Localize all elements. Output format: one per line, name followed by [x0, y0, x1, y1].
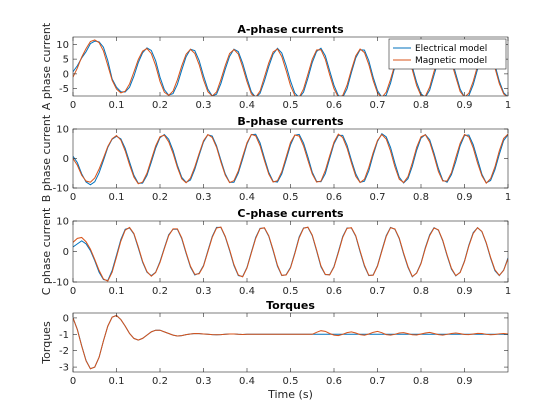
y-axis-label: A phase current — [40, 22, 53, 110]
x-tick-label: 0.7 — [370, 100, 386, 111]
chart-title: B-phase currents — [237, 115, 344, 128]
x-tick-label: 1 — [505, 100, 511, 111]
x-tick-label: 0 — [70, 100, 76, 111]
y-axis-label: Torques — [40, 321, 53, 365]
x-tick-label: 0.9 — [457, 286, 473, 297]
x-tick-label: 0.6 — [326, 376, 342, 387]
x-tick-label: 0.5 — [283, 192, 299, 203]
x-tick-label: 0.5 — [283, 100, 299, 111]
chart-title: Torques — [266, 299, 315, 312]
x-tick-label: 0.4 — [239, 286, 255, 297]
x-tick-label: 0.1 — [109, 376, 125, 387]
chart-panel-3: 0 0.1 0.2 0.3 0.4 0.5 0.6 0.7 0.8 0.9 1-10010C-pha… — [40, 207, 511, 297]
x-tick-label: 0.8 — [413, 376, 429, 387]
x-tick-label: 0.7 — [370, 286, 386, 297]
x-tick-label: 0.3 — [196, 192, 212, 203]
y-axis-label: B phase current — [40, 114, 53, 202]
x-tick-label: 1 — [505, 286, 511, 297]
x-tick-label: 0.6 — [326, 192, 342, 203]
x-tick-label: 0.2 — [152, 376, 168, 387]
x-tick-label: 0.9 — [457, 100, 473, 111]
legend-box — [388, 38, 507, 70]
legend-label: Magnetic model — [415, 56, 487, 66]
x-tick-label: 0.2 — [152, 192, 168, 203]
y-tick-label: -3 — [59, 363, 69, 374]
x-axis-label: Time (s) — [267, 388, 313, 401]
series-line-1 — [73, 133, 508, 186]
x-tick-label: 0.5 — [283, 286, 299, 297]
x-tick-label: 0.8 — [413, 192, 429, 203]
y-tick-label: -10 — [53, 184, 69, 195]
y-axis-label: C phase current — [40, 207, 53, 295]
x-tick-label: 0.5 — [283, 376, 299, 387]
x-tick-label: 0 — [70, 286, 76, 297]
y-tick-label: 0 — [63, 247, 69, 258]
x-tick-label: 0.6 — [326, 286, 342, 297]
series-line-2 — [73, 133, 508, 185]
series-line-2 — [73, 314, 508, 370]
x-tick-label: 0.8 — [413, 100, 429, 111]
x-tick-label: 0 — [70, 376, 76, 387]
legend: Electrical model Magnetic model — [388, 38, 507, 70]
y-tick-label: 5 — [63, 55, 69, 66]
y-tick-label: 10 — [56, 217, 69, 228]
x-tick-label: 0.4 — [239, 376, 255, 387]
x-tick-label: 0.7 — [370, 376, 386, 387]
y-tick-label: -10 — [53, 278, 69, 289]
y-tick-label: 0 — [63, 313, 69, 324]
y-tick-label: 0 — [63, 154, 69, 165]
x-tick-label: 0.8 — [413, 286, 429, 297]
x-tick-label: 0.3 — [196, 286, 212, 297]
series-line-2 — [73, 226, 508, 282]
chart-panel-4: 0 0.1 0.2 0.3 0.4 0.5 0.6 0.7 0.8 0.9 -3 -2 -1 0 Torqu… — [40, 299, 509, 401]
x-tick-label: 0.2 — [152, 286, 168, 297]
y-tick-label: -5 — [59, 84, 69, 95]
y-tick-label: 10 — [56, 125, 69, 136]
chart-panel-2: 0 0.1 0.2 0.3 0.4 0.5 0.6 0.7 0.8 0.9 1-10010B-pha… — [40, 114, 511, 203]
legend-label: Electrical model — [415, 44, 487, 54]
x-tick-label: 0.2 — [152, 100, 168, 111]
x-tick-label: 0.1 — [109, 286, 125, 297]
x-tick-label: 0.1 — [109, 192, 125, 203]
plot-area — [73, 313, 508, 372]
x-tick-label: 0.1 — [109, 100, 125, 111]
x-tick-label: 0 — [70, 192, 76, 203]
x-tick-label: 0.9 — [457, 192, 473, 203]
x-tick-label: 1 — [505, 192, 511, 203]
x-tick-label: 0.9 — [457, 376, 473, 387]
x-tick-label: 0.6 — [326, 100, 342, 111]
x-tick-label: 0.3 — [196, 100, 212, 111]
y-tick-label: 0 — [63, 69, 69, 80]
x-tick-label: 0.4 — [239, 100, 255, 111]
plot-area — [73, 221, 508, 282]
x-tick-label: 0.4 — [239, 192, 255, 203]
y-tick-label: 10 — [56, 40, 69, 51]
y-tick-label: -1 — [59, 330, 69, 341]
y-tick-label: -2 — [59, 346, 69, 357]
x-tick-label: 0.7 — [370, 192, 386, 203]
chart-title: C-phase currents — [237, 207, 344, 220]
chart-title: A-phase currents — [237, 23, 344, 36]
x-tick-label: 0.3 — [196, 376, 212, 387]
chart-panel-1: 0 0.1 0.2 0.3 0.4 0.5 0.6 0.7 0.8 0.9 1-50510A-pha… — [40, 22, 511, 111]
